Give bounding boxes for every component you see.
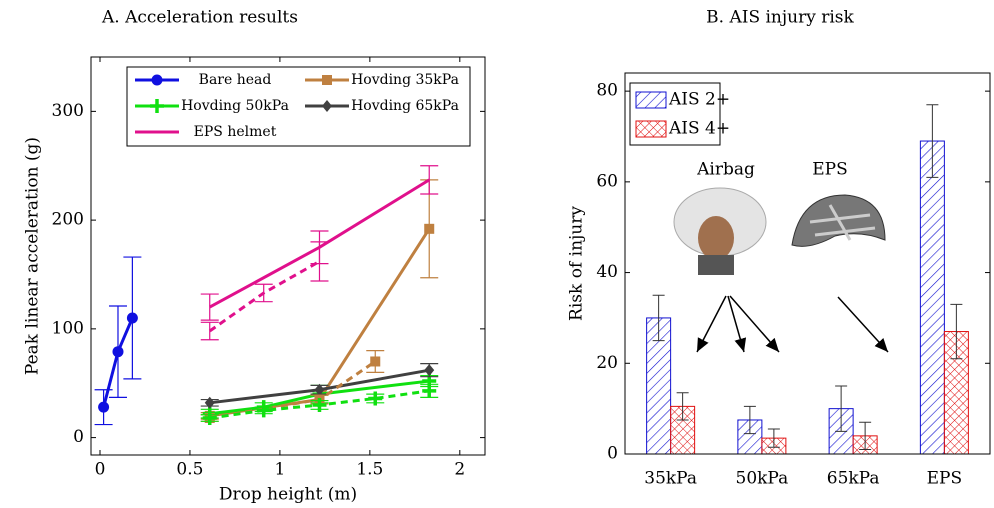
legend-label: AIS 2+: [668, 90, 730, 110]
panel-b: B. AIS injury risk 0 20 40 60 80 Risk of injur…: [567, 8, 991, 489]
series: [200, 363, 439, 409]
marker: [256, 403, 271, 418]
chart-title: B. AIS injury risk: [706, 8, 854, 28]
legend-swatch: [635, 120, 667, 138]
bar: [919, 140, 945, 455]
legend-label: Bare head: [199, 72, 272, 88]
error-bar: [767, 428, 780, 448]
y-axis-label: Risk of injury: [567, 206, 587, 321]
legend-label: Hovding 65kPa: [351, 98, 459, 114]
marker: [370, 356, 381, 367]
y-tick-label: 300: [52, 101, 84, 121]
chart-title: A. Acceleration results: [101, 8, 298, 28]
x-tick-label: 0: [95, 460, 106, 480]
y-tick-label: 200: [52, 210, 84, 230]
error-bar: [859, 421, 872, 450]
legend-label: AIS 4+: [668, 119, 730, 139]
x-tick-label: 50kPa: [736, 469, 789, 489]
airbag-image: [673, 187, 767, 275]
marker: [424, 223, 435, 234]
error-bar: [676, 392, 689, 421]
marker: [150, 99, 164, 113]
error-bar: [835, 385, 848, 432]
marker: [314, 383, 325, 396]
x-tick-label: 2: [454, 460, 465, 480]
legend: AIS 2+ AIS 4+: [629, 82, 730, 146]
series: [200, 383, 439, 426]
arrows: [696, 295, 889, 353]
y-tick-label: 0: [607, 444, 618, 464]
x-tick-label: 1.5: [356, 460, 383, 480]
marker: [422, 383, 437, 398]
legend-label: EPS helmet: [194, 124, 277, 140]
legend: Bare head Hovding 35kPa Hovding 50kPa Hovdi…: [126, 66, 471, 147]
error-bar: [652, 294, 665, 342]
marker: [202, 411, 217, 426]
error-bar: [926, 104, 939, 178]
error-bar: [200, 321, 219, 341]
x-tick-label: 1: [274, 460, 285, 480]
marker: [424, 364, 435, 377]
annotation: Airbag: [696, 160, 755, 180]
y-axis-label: Peak linear acceleration (g): [23, 137, 43, 375]
eps-image: [791, 194, 886, 247]
y-tick-label: 20: [596, 353, 618, 373]
marker: [368, 391, 383, 406]
x-tick-label: EPS: [927, 469, 963, 489]
line: [208, 260, 321, 333]
x-tick-label: 35kPa: [644, 469, 697, 489]
error-bar: [743, 405, 756, 435]
marker: [204, 396, 215, 409]
error-bar: [200, 293, 219, 321]
marker: [98, 401, 110, 413]
x-tick-label: 65kPa: [827, 469, 880, 489]
x-tick-label: 0.5: [176, 460, 203, 480]
series: [94, 256, 142, 426]
marker: [322, 100, 332, 112]
panel-a: A. Acceleration results 0 0.5 1 1.5 2 0 100 200 3…: [23, 8, 486, 505]
error-bar: [310, 241, 329, 282]
line: [209, 379, 430, 416]
error-bar: [420, 165, 439, 195]
legend-swatch: [635, 91, 667, 109]
marker: [126, 312, 138, 324]
plot-frame: [90, 56, 486, 456]
marker: [322, 75, 332, 85]
error-bar: [950, 303, 963, 360]
y-tick-label: 100: [52, 318, 84, 338]
x-axis-label: Drop height (m): [219, 485, 357, 505]
marker: [112, 346, 124, 358]
y-tick-label: 60: [596, 171, 618, 191]
y-tick-label: 80: [596, 81, 618, 101]
error-bar: [254, 283, 273, 303]
plot-frame: [624, 72, 991, 455]
marker: [151, 74, 163, 86]
legend-label: Hovding 35kPa: [351, 72, 459, 88]
y-tick-label: 0: [73, 427, 84, 447]
marker: [312, 397, 327, 412]
legend-box: [126, 66, 471, 147]
series: [200, 241, 329, 341]
legend-label: Hovding 50kPa: [181, 98, 289, 114]
annotation: EPS: [812, 160, 848, 180]
y-tick-label: 40: [596, 262, 618, 282]
